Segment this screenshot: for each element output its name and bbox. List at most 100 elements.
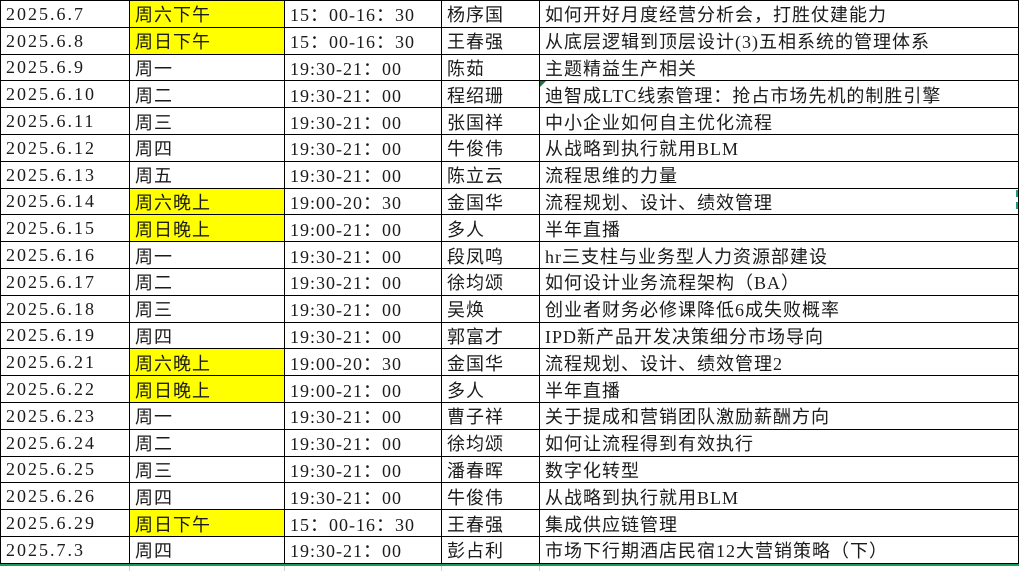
cell-speaker[interactable]: 多人 — [442, 376, 540, 402]
cell-time[interactable]: 19:30-21：00 — [285, 429, 442, 456]
cell-date[interactable]: 2025.6.7 — [1, 1, 130, 27]
cell-topic[interactable]: 集成供应链管理 — [540, 510, 1019, 536]
cell-day[interactable]: 周五 — [130, 161, 285, 188]
cell-speaker[interactable]: 陈茹 — [442, 54, 540, 81]
cell-day[interactable]: 周三 — [130, 108, 285, 134]
cell-topic[interactable]: 关于提成和营销团队激励薪酬方向 — [540, 402, 1019, 429]
cell-topic[interactable]: 如何开好月度经营分析会，打胜仗建能力 — [540, 1, 1019, 27]
cell-time[interactable]: 19:00-21：00 — [285, 376, 442, 402]
cell-topic[interactable]: 主题精益生产相关 — [540, 54, 1019, 81]
cell-topic[interactable]: 从战略到执行就用BLM — [540, 483, 1019, 510]
cell-speaker[interactable]: 郭富才 — [442, 322, 540, 349]
cell-speaker[interactable]: 徐均颂 — [442, 429, 540, 456]
cell-topic[interactable]: 流程思维的力量 — [540, 161, 1019, 188]
cell-time[interactable]: 19:00-20：30 — [285, 188, 442, 215]
cell-day[interactable]: 周六晚上 — [130, 349, 285, 376]
cell-date[interactable]: 2025.6.10 — [1, 81, 130, 108]
cell-date[interactable]: 2025.6.8 — [1, 27, 130, 54]
cell-speaker[interactable]: 徐均颂 — [442, 268, 540, 295]
cell-topic[interactable]: hr三支柱与业务型人力资源部建设 — [540, 242, 1019, 268]
cell-date[interactable]: 2025.6.23 — [1, 402, 130, 429]
cell-topic[interactable]: 流程规划、设计、绩效管理 — [540, 188, 1019, 215]
cell-day[interactable]: 周四 — [130, 134, 285, 161]
cell-time[interactable]: 19:30-21：00 — [285, 322, 442, 349]
cell-topic[interactable]: 从底层逻辑到顶层设计(3)五相系统的管理体系 — [540, 27, 1019, 54]
cell-topic[interactable]: 半年直播 — [540, 215, 1019, 242]
cell-date[interactable]: 2025.6.16 — [1, 242, 130, 268]
cell-time[interactable]: 19:30-21：00 — [285, 402, 442, 429]
cell-date[interactable]: 2025.6.9 — [1, 54, 130, 81]
cell-topic[interactable]: 如何设计业务流程架构（BA） — [540, 268, 1019, 295]
cell-time[interactable]: 15：00-16：30 — [285, 510, 442, 536]
cell-day[interactable]: 周二 — [130, 81, 285, 108]
cell-speaker[interactable]: 多人 — [442, 215, 540, 242]
cell-topic[interactable]: 市场下行期酒店民宿12大营销策略（下） — [540, 536, 1019, 563]
cell-topic[interactable]: 中小企业如何自主优化流程 — [540, 108, 1019, 134]
cell-time[interactable]: 19:30-21：00 — [285, 242, 442, 268]
cell-day[interactable]: 周六下午 — [130, 1, 285, 27]
cell-time[interactable]: 19:00-20：30 — [285, 349, 442, 376]
cell-date[interactable]: 2025.6.21 — [1, 349, 130, 376]
cell-day[interactable]: 周二 — [130, 429, 285, 456]
cell-time[interactable]: 19:30-21：00 — [285, 108, 442, 134]
cell-speaker[interactable]: 牛俊伟 — [442, 483, 540, 510]
cell-speaker[interactable]: 杨序国 — [442, 1, 540, 27]
cell-speaker[interactable]: 张国祥 — [442, 108, 540, 134]
cell-time[interactable]: 19:30-21：00 — [285, 268, 442, 295]
cell-time[interactable]: 15：00-16：30 — [285, 27, 442, 54]
cell-time[interactable]: 19:30-21：00 — [285, 483, 442, 510]
cell-speaker[interactable]: 吴焕 — [442, 295, 540, 322]
cell-time[interactable]: 19:30-21：00 — [285, 54, 442, 81]
cell-date[interactable]: 2025.7.3 — [1, 536, 130, 563]
cell-date[interactable]: 2025.6.12 — [1, 134, 130, 161]
cell-topic[interactable]: 半年直播 — [540, 376, 1019, 402]
cell-time[interactable]: 19:30-21：00 — [285, 536, 442, 563]
cell-day[interactable]: 周一 — [130, 402, 285, 429]
cell-topic[interactable]: 流程规划、设计、绩效管理2 — [540, 349, 1019, 376]
cell-time[interactable]: 15：00-16：30 — [285, 1, 442, 27]
cell-day[interactable]: 周四 — [130, 322, 285, 349]
cell-topic[interactable]: 迪智成LTC线索管理：抢占市场先机的制胜引擎 — [540, 81, 1019, 108]
cell-day[interactable]: 周四 — [130, 536, 285, 563]
cell-time[interactable]: 19:00-21：00 — [285, 215, 442, 242]
cell-speaker[interactable]: 潘春晖 — [442, 456, 540, 483]
cell-topic[interactable]: IPD新产品开发决策细分市场导向 — [540, 322, 1019, 349]
cell-topic[interactable]: 数字化转型 — [540, 456, 1019, 483]
cell-day[interactable]: 周三 — [130, 456, 285, 483]
cell-day[interactable]: 周六晚上 — [130, 188, 285, 215]
cell-date[interactable]: 2025.6.14 — [1, 188, 130, 215]
cell-speaker[interactable]: 程绍珊 — [442, 81, 540, 108]
cell-day[interactable]: 周四 — [130, 483, 285, 510]
cell-date[interactable]: 2025.6.25 — [1, 456, 130, 483]
cell-topic[interactable]: 从战略到执行就用BLM — [540, 134, 1019, 161]
cell-speaker[interactable]: 曹子祥 — [442, 402, 540, 429]
cell-date[interactable]: 2025.6.18 — [1, 295, 130, 322]
cell-day[interactable]: 周日下午 — [130, 510, 285, 536]
cell-speaker[interactable]: 段凤鸣 — [442, 242, 540, 268]
cell-time[interactable]: 19:30-21：00 — [285, 161, 442, 188]
cell-time[interactable]: 19:30-21：00 — [285, 134, 442, 161]
cell-speaker[interactable]: 陈立云 — [442, 161, 540, 188]
cell-topic[interactable]: 创业者财务必修课降低6成失败概率 — [540, 295, 1019, 322]
cell-speaker[interactable]: 金国华 — [442, 188, 540, 215]
cell-day[interactable]: 周日下午 — [130, 27, 285, 54]
cell-date[interactable]: 2025.6.19 — [1, 322, 130, 349]
cell-time[interactable]: 19:30-21：00 — [285, 295, 442, 322]
cell-day[interactable]: 周日晚上 — [130, 215, 285, 242]
cell-date[interactable]: 2025.6.11 — [1, 108, 130, 134]
cell-speaker[interactable]: 彭占利 — [442, 536, 540, 563]
cell-topic[interactable]: 如何让流程得到有效执行 — [540, 429, 1019, 456]
cell-speaker[interactable]: 金国华 — [442, 349, 540, 376]
cell-day[interactable]: 周三 — [130, 295, 285, 322]
cell-speaker[interactable]: 牛俊伟 — [442, 134, 540, 161]
cell-date[interactable]: 2025.6.29 — [1, 510, 130, 536]
cell-day[interactable]: 周一 — [130, 54, 285, 81]
cell-speaker[interactable]: 王春强 — [442, 27, 540, 54]
cell-date[interactable]: 2025.6.13 — [1, 161, 130, 188]
cell-day[interactable]: 周二 — [130, 268, 285, 295]
cell-date[interactable]: 2025.6.22 — [1, 376, 130, 402]
cell-date[interactable]: 2025.6.24 — [1, 429, 130, 456]
cell-date[interactable]: 2025.6.17 — [1, 268, 130, 295]
cell-day[interactable]: 周一 — [130, 242, 285, 268]
cell-date[interactable]: 2025.6.26 — [1, 483, 130, 510]
